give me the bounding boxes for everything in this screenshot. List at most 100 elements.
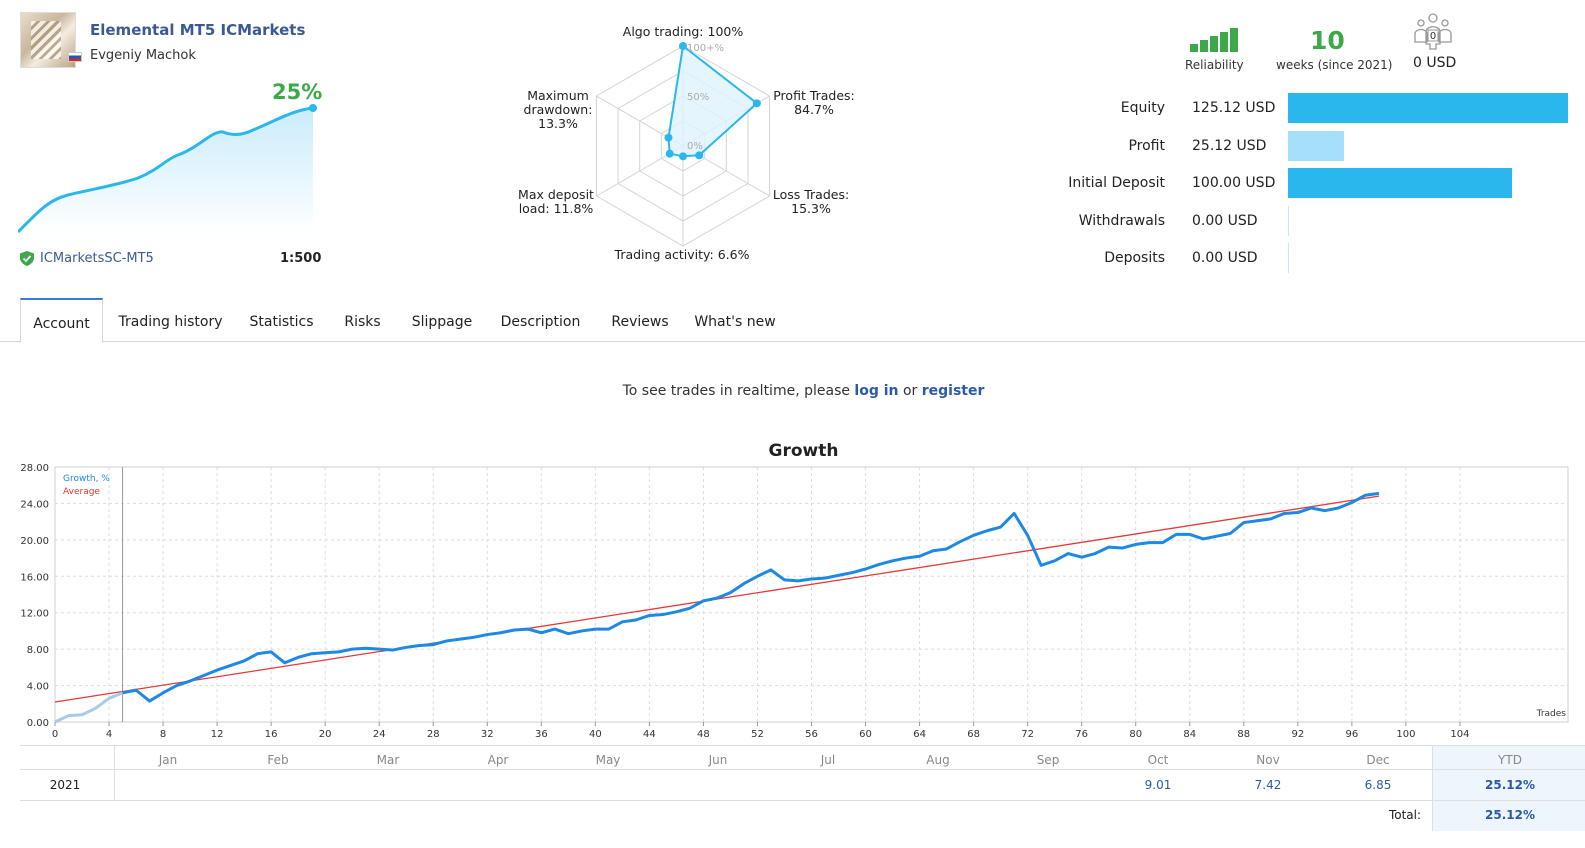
ytd-value: 25.12% xyxy=(1485,778,1535,792)
growth-chart-title: Growth xyxy=(768,441,839,461)
radar-point-loss xyxy=(695,151,704,160)
tab-slippage[interactable]: Slippage xyxy=(411,314,473,330)
month-header: Nov xyxy=(1256,753,1280,767)
radar-polygon xyxy=(667,44,759,158)
month-header: Sep xyxy=(1036,753,1060,767)
reliability-bar xyxy=(1220,32,1228,52)
year-label: 2021 xyxy=(49,778,81,792)
y-tick-label: 24.00 xyxy=(20,499,49,510)
x-tick-label: 56 xyxy=(805,729,818,740)
realtime-or: or xyxy=(898,383,922,399)
x-tick-label: 48 xyxy=(697,729,710,740)
y-tick-label: 16.00 xyxy=(20,572,49,583)
mini-chart-area xyxy=(18,108,313,235)
financial-label: Withdrawals xyxy=(1078,212,1165,229)
tab-description[interactable]: Description xyxy=(500,314,581,330)
legend-average: Average xyxy=(63,487,100,497)
reliability-label: Reliability xyxy=(1185,58,1244,72)
financial-bar xyxy=(1288,130,1345,161)
radar-point-profit xyxy=(752,99,761,108)
growth-line-pre xyxy=(54,691,124,724)
tab-reviews[interactable]: Reviews xyxy=(611,314,669,330)
signal-avatar[interactable] xyxy=(20,12,76,68)
x-tick-label: 40 xyxy=(589,729,602,740)
reliability-bar xyxy=(1210,36,1218,52)
weeks-label: weeks (since 2021) xyxy=(1276,58,1393,72)
x-tick-label: 24 xyxy=(373,729,386,740)
legend-growth: Growth, % xyxy=(63,474,110,484)
x-tick-label: 60 xyxy=(859,729,872,740)
x-tick-label: 72 xyxy=(1021,729,1034,740)
x-tick-label: 84 xyxy=(1183,729,1196,740)
y-tick-label: 4.00 xyxy=(27,682,49,693)
growth-percent: 25% xyxy=(272,80,323,104)
x-tick-label: 104 xyxy=(1450,729,1469,740)
radar-label-loss: Loss Trades: 15.3% xyxy=(772,187,850,216)
radar-label-activity: Trading activity: 6.6% xyxy=(614,247,750,262)
tab-statistics[interactable]: Statistics xyxy=(249,314,314,330)
x-tick-label: 4 xyxy=(106,729,112,740)
radar-point-drawdown xyxy=(664,133,673,142)
tab-what-s-new[interactable]: What's new xyxy=(694,314,776,330)
month-header: Feb xyxy=(267,753,289,767)
financial-row-profit: Profit 25.12 USD xyxy=(1040,130,1585,161)
subscribers-count: 0 xyxy=(1430,31,1436,42)
x-axis-label: Trades xyxy=(1536,709,1567,719)
mini-growth-chart xyxy=(18,104,317,235)
x-tick-label: 80 xyxy=(1129,729,1142,740)
verified-shield-icon xyxy=(20,251,34,266)
register-link[interactable]: register xyxy=(921,383,985,399)
x-tick-label: 88 xyxy=(1237,729,1250,740)
financial-value: 0.00 USD xyxy=(1192,212,1258,229)
y-tick-label: 8.00 xyxy=(27,645,49,656)
russia-flag-icon xyxy=(68,52,82,62)
reliability-bars-icon xyxy=(1190,28,1242,52)
author-name[interactable]: Evgeniy Machok xyxy=(90,48,196,63)
financial-label: Equity xyxy=(1120,100,1165,116)
tab-account[interactable]: Account xyxy=(20,298,103,343)
ytd-column xyxy=(1432,745,1585,831)
tab-trading-history[interactable]: Trading history xyxy=(118,314,223,330)
month-value: 6.85 xyxy=(1364,778,1392,792)
subscribers-icon[interactable]: 0 xyxy=(1412,12,1454,50)
reliability-bar xyxy=(1200,40,1208,52)
radar-points xyxy=(664,42,761,161)
financial-bar xyxy=(1288,168,1512,198)
login-link[interactable]: log in xyxy=(854,383,899,399)
financial-row-deposits: Deposits 0.00 USD xyxy=(1040,243,1585,273)
month-header: May xyxy=(595,753,621,767)
monthly-returns-table: 2021 YTD 25.12% Total: 25.12% Jan Feb Mar A… xyxy=(20,745,1585,831)
y-tick-label: 28.00 xyxy=(20,463,49,474)
month-header: Dec xyxy=(1366,753,1390,767)
month-header: Oct xyxy=(1147,753,1169,767)
tab-bar: Account Trading history Statistics Risks Sli… xyxy=(0,298,1585,343)
tab-risks[interactable]: Risks xyxy=(344,314,381,330)
financial-label: Initial Deposit xyxy=(1068,175,1165,191)
total-label: Total: xyxy=(1388,808,1422,822)
radar-chart: 100+% 50% 0% xyxy=(595,42,771,247)
x-tick-label: 36 xyxy=(535,729,548,740)
financial-label: Profit xyxy=(1128,137,1165,154)
month-header: Jan xyxy=(158,753,178,767)
leverage: 1:500 xyxy=(280,251,322,266)
subscribers-usd: 0 USD xyxy=(1413,55,1457,71)
financial-row-equity: Equity 125.12 USD xyxy=(1040,93,1585,123)
x-tick-label: 96 xyxy=(1345,729,1358,740)
broker-server[interactable]: ICMarketsSC-MT5 xyxy=(40,251,154,266)
y-tick-label: 12.00 xyxy=(20,609,49,620)
y-tick-label: 20.00 xyxy=(20,536,49,547)
x-tick-label: 64 xyxy=(913,729,926,740)
mini-chart-end-dot xyxy=(309,104,317,112)
weeks-count: 10 xyxy=(1310,26,1345,55)
x-tick-label: 52 xyxy=(751,729,764,740)
financial-label: Deposits xyxy=(1104,250,1165,266)
signal-name[interactable]: Elemental MT5 ICMarkets xyxy=(90,21,306,39)
radar-scale-zero: 0% xyxy=(687,141,703,152)
growth-line xyxy=(122,491,1380,703)
radar-point-deposit_load xyxy=(665,149,674,158)
reliability-bar xyxy=(1230,28,1238,52)
month-value: 9.01 xyxy=(1144,778,1172,792)
x-tick-label: 76 xyxy=(1075,729,1088,740)
financial-value: 25.12 USD xyxy=(1192,137,1267,154)
